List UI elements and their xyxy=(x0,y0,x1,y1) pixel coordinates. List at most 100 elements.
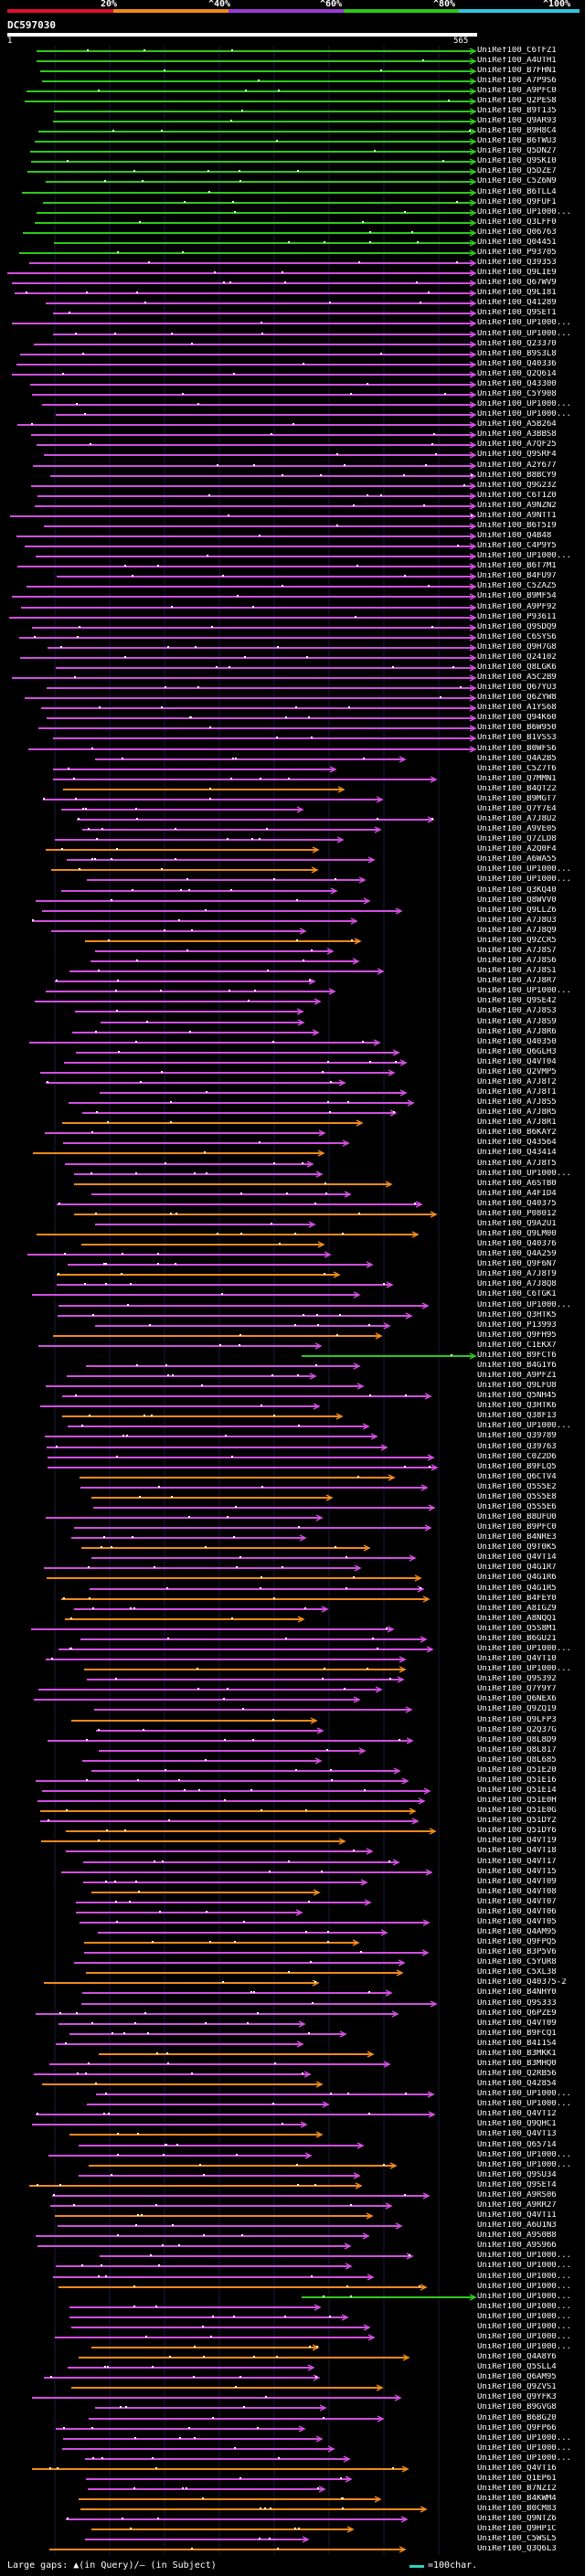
hit-label[interactable]: UniRef100_Q9FP66 xyxy=(477,2424,557,2433)
hit-label[interactable]: UniRef100_UP1000... xyxy=(477,2262,571,2270)
hit-label[interactable]: UniRef100_B6T7M1 xyxy=(477,562,557,570)
hit-label[interactable]: UniRef100_Q4VT05 xyxy=(477,1918,557,1926)
hit-label[interactable]: UniRef100_B3MHQ0 xyxy=(477,2060,557,2068)
hit-label[interactable]: UniRef100_A7J8T5 xyxy=(477,1160,557,1168)
hit-label[interactable]: UniRef100_A1YS68 xyxy=(477,704,557,712)
hit-label[interactable]: UniRef100_UP1000... xyxy=(477,2444,571,2453)
hit-label[interactable]: UniRef100_Q4VT12 xyxy=(477,2110,557,2118)
hit-label[interactable]: UniRef100_Q43300 xyxy=(477,380,557,388)
hit-label[interactable]: UniRef100_UP1000... xyxy=(477,2313,571,2321)
hit-label[interactable]: UniRef100_Q38F13 xyxy=(477,1412,557,1420)
hit-label[interactable]: UniRef100_A2Y677 xyxy=(477,461,557,470)
hit-label[interactable]: UniRef100_UP1000... xyxy=(477,1422,571,1430)
hit-label[interactable]: UniRef100_Q51E0H xyxy=(477,1797,557,1805)
hit-label[interactable]: UniRef100_Q3LFF0 xyxy=(477,218,557,227)
hit-label[interactable]: UniRef100_A7J8R5 xyxy=(477,1108,557,1117)
hit-label[interactable]: UniRef100_A7J8S9 xyxy=(477,1018,557,1026)
hit-label[interactable]: UniRef100_Q4AM95 xyxy=(477,1928,557,1936)
hit-label[interactable]: UniRef100_Q4VT11 xyxy=(477,2211,557,2220)
hit-label[interactable]: UniRef100_Q6PZE9 xyxy=(477,2009,557,2018)
hit-label[interactable]: UniRef100_Q1EP61 xyxy=(477,2475,557,2483)
hit-label[interactable]: UniRef100_A9RR27 xyxy=(477,2201,557,2210)
hit-label[interactable]: UniRef100_UP1000... xyxy=(477,1301,571,1309)
hit-label[interactable]: UniRef100_A7J8U3 xyxy=(477,917,557,925)
hit-label[interactable]: UniRef100_UP1000... xyxy=(477,1170,571,1178)
hit-label[interactable]: UniRef100_A7J8Q9 xyxy=(477,927,557,935)
hit-label[interactable]: UniRef100_Q9T0K5 xyxy=(477,1543,557,1552)
hit-label[interactable]: UniRef100_B4FEY0 xyxy=(477,1595,557,1603)
hit-label[interactable]: UniRef100_Q9SU34 xyxy=(477,2171,557,2179)
hit-label[interactable]: UniRef100_A5B264 xyxy=(477,420,557,429)
hit-label[interactable]: UniRef100_Q7MMN1 xyxy=(477,775,557,783)
hit-label[interactable]: UniRef100_Q2PES8 xyxy=(477,97,557,105)
hit-label[interactable]: UniRef100_Q4G1R6 xyxy=(477,1574,557,1582)
hit-label[interactable]: UniRef100_Q9SRF4 xyxy=(477,451,557,459)
hit-label[interactable]: UniRef100_Q4VT10 xyxy=(477,1655,557,1663)
hit-label[interactable]: UniRef100_Q7ZLD8 xyxy=(477,835,557,843)
hit-label[interactable]: UniRef100_Q9LFP3 xyxy=(477,1716,557,1724)
hit-label[interactable]: UniRef100_UP1000... xyxy=(477,2293,571,2301)
hit-label[interactable]: UniRef100_A7QF25 xyxy=(477,440,557,449)
hit-label[interactable]: UniRef100_A7P9S6 xyxy=(477,77,557,85)
hit-label[interactable]: UniRef100_B9FCQ1 xyxy=(477,2030,557,2038)
hit-label[interactable]: UniRef100_A7J8R6 xyxy=(477,1028,557,1036)
hit-label[interactable]: UniRef100_P08012 xyxy=(477,1210,557,1218)
hit-label[interactable]: UniRef100_Q4A8Y6 xyxy=(477,2353,557,2361)
hit-label[interactable]: UniRef100_Q4G1R5 xyxy=(477,1585,557,1593)
hit-label[interactable]: UniRef100_Q3HTK6 xyxy=(477,1402,557,1410)
hit-label[interactable]: UniRef100_Q8L817 xyxy=(477,1746,557,1754)
hit-label[interactable]: UniRef100_Q9S392 xyxy=(477,1675,557,1683)
hit-label[interactable]: UniRef100_A6WA55 xyxy=(477,855,557,864)
hit-label[interactable]: UniRef100_Q5S5E8 xyxy=(477,1493,557,1501)
hit-label[interactable]: UniRef100_A9VE05 xyxy=(477,825,557,833)
hit-label[interactable]: UniRef100_UP1000... xyxy=(477,2434,571,2443)
hit-label[interactable]: UniRef100_B4I1S4 xyxy=(477,2040,557,2048)
hit-label[interactable]: UniRef100_Q8L8D9 xyxy=(477,1736,557,1744)
hit-label[interactable]: UniRef100_Q4VT13 xyxy=(477,2130,557,2138)
hit-label[interactable]: UniRef100_B4FU97 xyxy=(477,572,557,580)
hit-label[interactable]: UniRef100_Q40350 xyxy=(477,1038,557,1046)
hit-label[interactable]: UniRef100_A7J8S3 xyxy=(477,1007,557,1015)
hit-label[interactable]: UniRef100_C0Z2D6 xyxy=(477,1453,557,1461)
hit-label[interactable]: UniRef100_C6SYS6 xyxy=(477,633,557,641)
hit-label[interactable]: UniRef100_Q94K60 xyxy=(477,714,557,722)
hit-label[interactable]: UniRef100_Q40375-2 xyxy=(477,1978,567,1987)
hit-label[interactable]: UniRef100_Q9SET4 xyxy=(477,2181,557,2189)
hit-label[interactable]: UniRef100_Q9A2U1 xyxy=(477,1220,557,1228)
hit-label[interactable]: UniRef100_B9FCT6 xyxy=(477,1352,557,1360)
hit-label[interactable]: UniRef100_A7J8S1 xyxy=(477,967,557,975)
hit-label[interactable]: UniRef100_Q4VT17 xyxy=(477,1858,557,1866)
hit-label[interactable]: UniRef100_A4FID4 xyxy=(477,1190,557,1198)
hit-label[interactable]: UniRef100_Q67WV9 xyxy=(477,279,557,287)
hit-label[interactable]: UniRef100_B7NZI2 xyxy=(477,2485,557,2493)
hit-label[interactable]: UniRef100_Q9QHC1 xyxy=(477,2120,557,2128)
hit-label[interactable]: UniRef100_UP1000... xyxy=(477,2151,571,2159)
hit-label[interactable]: UniRef100_B9T135 xyxy=(477,107,557,115)
hit-label[interactable]: UniRef100_Q5S5E2 xyxy=(477,1483,557,1491)
hit-label[interactable]: UniRef100_Q2VMP5 xyxy=(477,1068,557,1076)
hit-label[interactable]: UniRef100_B6GU21 xyxy=(477,1635,557,1643)
hit-label[interactable]: UniRef100_A9PFZ1 xyxy=(477,1372,557,1380)
hit-label[interactable]: UniRef100_Q41289 xyxy=(477,299,557,307)
hit-label[interactable]: UniRef100_Q9LFU8 xyxy=(477,1382,557,1390)
hit-label[interactable]: UniRef100_Q40375 xyxy=(477,1200,557,1208)
hit-label[interactable]: UniRef100_A7J8S5 xyxy=(477,1098,557,1107)
hit-label[interactable]: UniRef100_Q4VT09 xyxy=(477,1878,557,1886)
hit-label[interactable]: UniRef100_B9MGT7 xyxy=(477,795,557,803)
hit-label[interactable]: UniRef100_P13993 xyxy=(477,1321,557,1330)
hit-label[interactable]: UniRef100_B9FLQ5 xyxy=(477,1463,557,1471)
hit-label[interactable]: UniRef100_A2Q0F4 xyxy=(477,845,557,853)
hit-label[interactable]: UniRef100_Q9LIE9 xyxy=(477,269,557,277)
hit-label[interactable]: UniRef100_Q4VT08 xyxy=(477,1888,557,1896)
hit-label[interactable]: UniRef100_Q51E14 xyxy=(477,1786,557,1795)
hit-label[interactable]: UniRef100_C4P9Y5 xyxy=(477,542,557,550)
hit-label[interactable]: UniRef100_UP1000... xyxy=(477,2161,571,2169)
hit-label[interactable]: UniRef100_Q4VT04 xyxy=(477,1058,557,1066)
hit-label[interactable]: UniRef100_Q3KQ40 xyxy=(477,886,557,895)
hit-label[interactable]: UniRef100_C6T1Z0 xyxy=(477,492,557,500)
hit-label[interactable]: UniRef100_A3BBS8 xyxy=(477,430,557,439)
hit-label[interactable]: UniRef100_UP1000... xyxy=(477,1645,571,1653)
hit-label[interactable]: UniRef100_Q43414 xyxy=(477,1149,557,1157)
hit-label[interactable]: UniRef100_Q5S5E6 xyxy=(477,1503,557,1511)
hit-label[interactable]: UniRef100_A7J8S7 xyxy=(477,947,557,955)
